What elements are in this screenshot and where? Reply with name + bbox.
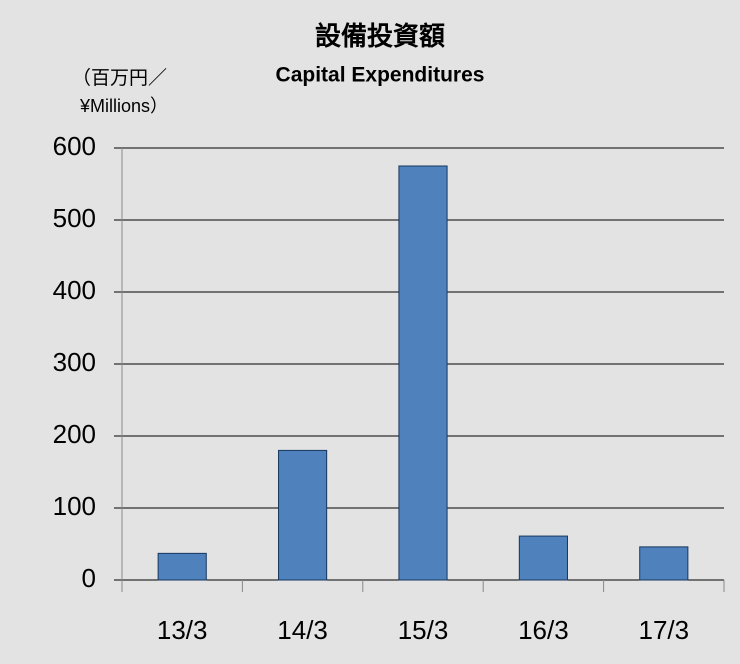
y-tick-label: 600	[53, 131, 96, 161]
x-tick-label: 15/3	[398, 615, 449, 645]
y-axis-label: ¥Millions）	[79, 96, 168, 116]
bar	[157, 552, 207, 581]
chart-title: 設備投資額	[315, 21, 445, 51]
y-tick-label: 400	[53, 275, 96, 305]
bar	[518, 535, 568, 581]
y-tick-label: 500	[53, 203, 96, 233]
y-axis-label: （百万円／	[72, 67, 167, 89]
x-tick-label: 14/3	[277, 615, 328, 645]
x-tick-label: 17/3	[638, 615, 689, 645]
bar	[278, 449, 328, 581]
x-tick-label: 16/3	[518, 615, 569, 645]
y-tick-label: 0	[82, 563, 96, 593]
y-tick-label: 200	[53, 419, 96, 449]
y-tick-label: 300	[53, 347, 96, 377]
chart-subtitle: Capital Expenditures	[276, 64, 485, 87]
y-tick-label: 100	[53, 491, 96, 521]
x-tick-label: 13/3	[157, 615, 208, 645]
bar	[398, 165, 448, 581]
bar	[639, 546, 689, 581]
